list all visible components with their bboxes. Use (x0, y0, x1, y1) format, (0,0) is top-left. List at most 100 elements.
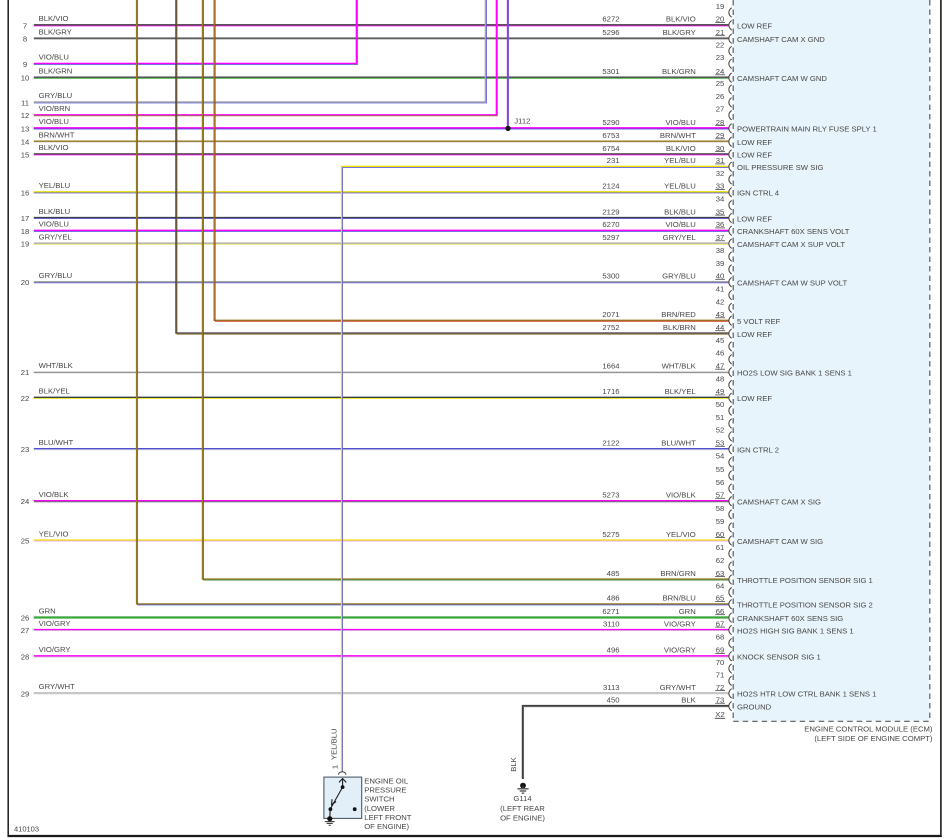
svg-text:BLK/VIO: BLK/VIO (39, 14, 69, 23)
svg-text:LOW REF: LOW REF (737, 394, 772, 403)
svg-text:GRY/BLU: GRY/BLU (662, 272, 696, 281)
svg-text:VIO/BLU: VIO/BLU (665, 220, 695, 229)
svg-text:6754: 6754 (602, 144, 620, 153)
svg-text:PRESSURE: PRESSURE (364, 786, 406, 795)
svg-text:GRY/YEL: GRY/YEL (663, 233, 697, 242)
svg-text:70: 70 (716, 658, 725, 667)
svg-text:THROTTLE POSITION SENSOR SIG 2: THROTTLE POSITION SENSOR SIG 2 (737, 601, 873, 610)
svg-text:22: 22 (21, 394, 30, 403)
svg-text:BLK/GRN: BLK/GRN (662, 67, 696, 76)
svg-text:10: 10 (21, 74, 30, 83)
svg-text:1664: 1664 (602, 362, 620, 371)
svg-text:CAMSHAFT CAM W SUP VOLT: CAMSHAFT CAM W SUP VOLT (737, 279, 848, 288)
svg-text:496: 496 (607, 646, 620, 655)
svg-text:ENGINE CONTROL MODULE (ECM): ENGINE CONTROL MODULE (ECM) (804, 725, 933, 734)
svg-text:38: 38 (716, 246, 725, 255)
svg-text:30: 30 (716, 144, 725, 153)
svg-text:5296: 5296 (602, 28, 619, 37)
svg-text:55: 55 (716, 465, 725, 474)
svg-text:2124: 2124 (602, 182, 620, 191)
svg-text:5300: 5300 (602, 272, 619, 281)
svg-text:LOW REF: LOW REF (737, 22, 772, 31)
svg-text:59: 59 (716, 517, 725, 526)
svg-text:BLU/WHT: BLU/WHT (661, 439, 696, 448)
svg-text:40: 40 (716, 272, 725, 281)
svg-text:67: 67 (716, 619, 725, 628)
svg-text:(LOWER: (LOWER (364, 804, 395, 813)
svg-text:GRN: GRN (679, 607, 696, 616)
svg-text:44: 44 (716, 323, 725, 332)
svg-text:CRANKSHAFT 60X SENS SIG: CRANKSHAFT 60X SENS SIG (737, 614, 843, 623)
svg-text:IGN CTRL 2: IGN CTRL 2 (737, 446, 779, 455)
svg-text:YEL/VIO: YEL/VIO (666, 530, 696, 539)
svg-text:VIO/BRN: VIO/BRN (39, 104, 71, 113)
svg-text:47: 47 (716, 362, 725, 371)
svg-text:9: 9 (23, 60, 27, 69)
svg-text:8: 8 (23, 35, 27, 44)
svg-text:34: 34 (716, 195, 725, 204)
svg-text:486: 486 (607, 594, 620, 603)
svg-text:(LEFT REAR: (LEFT REAR (500, 804, 545, 813)
svg-text:2122: 2122 (602, 439, 619, 448)
svg-text:VIO/GRY: VIO/GRY (664, 646, 696, 655)
svg-text:27: 27 (21, 626, 30, 635)
svg-text:42: 42 (716, 297, 725, 306)
svg-text:65: 65 (716, 594, 725, 603)
svg-text:OIL PRESSURE SW SIG: OIL PRESSURE SW SIG (737, 163, 823, 172)
svg-text:3110: 3110 (603, 619, 620, 628)
svg-text:16: 16 (21, 188, 30, 197)
svg-text:VIO/BLU: VIO/BLU (39, 53, 69, 62)
svg-text:YEL/BLU: YEL/BLU (664, 156, 696, 165)
svg-text:12: 12 (21, 111, 30, 120)
svg-text:BLK/YEL: BLK/YEL (665, 387, 697, 396)
svg-text:45: 45 (716, 336, 725, 345)
svg-text:VIO/BLK: VIO/BLK (666, 491, 697, 500)
svg-text:LOW REF: LOW REF (737, 214, 772, 223)
svg-text:60: 60 (716, 530, 725, 539)
svg-text:HO2S LOW SIG BANK 1 SENS 1: HO2S LOW SIG BANK 1 SENS 1 (737, 368, 852, 377)
svg-text:X2: X2 (715, 710, 724, 719)
svg-text:VIO/BLK: VIO/BLK (39, 490, 70, 499)
svg-text:LOW REF: LOW REF (737, 330, 772, 339)
svg-text:ENGINE OIL: ENGINE OIL (364, 776, 409, 785)
svg-text:LEFT FRONT: LEFT FRONT (364, 813, 412, 822)
svg-text:5 VOLT REF: 5 VOLT REF (737, 317, 781, 326)
svg-text:BLK/BRN: BLK/BRN (663, 323, 696, 332)
svg-text:VIO/BLU: VIO/BLU (665, 118, 695, 127)
svg-text:23: 23 (21, 445, 30, 454)
svg-text:BLK/GRY: BLK/GRY (39, 27, 72, 36)
svg-text:29: 29 (716, 131, 725, 140)
svg-text:GRY/WHT: GRY/WHT (660, 683, 696, 692)
svg-text:GRY/BLU: GRY/BLU (39, 91, 73, 100)
svg-text:2129: 2129 (602, 207, 619, 216)
svg-text:72: 72 (716, 683, 725, 692)
svg-text:IGN CTRL 4: IGN CTRL 4 (737, 189, 780, 198)
svg-text:CAMSHAFT CAM X SIG: CAMSHAFT CAM X SIG (737, 498, 821, 507)
svg-text:YEL/BLU: YEL/BLU (664, 182, 696, 191)
svg-text:BRN/WHT: BRN/WHT (660, 131, 696, 140)
svg-text:CAMSHAFT CAM W GND: CAMSHAFT CAM W GND (737, 74, 827, 83)
svg-text:22: 22 (716, 40, 725, 49)
svg-text:19: 19 (21, 240, 30, 249)
svg-text:64: 64 (716, 582, 725, 591)
svg-text:20: 20 (21, 278, 30, 287)
svg-text:2752: 2752 (602, 323, 619, 332)
svg-text:13: 13 (21, 124, 30, 133)
svg-text:5297: 5297 (602, 233, 619, 242)
svg-text:28: 28 (21, 652, 30, 661)
svg-text:43: 43 (716, 310, 725, 319)
svg-text:20: 20 (716, 15, 725, 24)
svg-text:HO2S HTR LOW CTRL BANK 1 SENS: HO2S HTR LOW CTRL BANK 1 SENS 1 (737, 690, 876, 699)
svg-text:15: 15 (21, 150, 30, 159)
svg-text:450: 450 (607, 696, 620, 705)
svg-text:HO2S HIGH SIG BANK 1 SENS 1: HO2S HIGH SIG BANK 1 SENS 1 (737, 626, 854, 635)
svg-text:23: 23 (716, 53, 725, 62)
svg-text:J112: J112 (514, 117, 530, 126)
svg-text:BLK/VIO: BLK/VIO (39, 143, 69, 152)
svg-text:29: 29 (21, 689, 30, 698)
svg-text:58: 58 (716, 504, 725, 513)
svg-text:35: 35 (716, 207, 725, 216)
svg-text:21: 21 (716, 28, 725, 37)
svg-text:WHT/BLK: WHT/BLK (39, 361, 74, 370)
svg-text:18: 18 (21, 227, 30, 236)
